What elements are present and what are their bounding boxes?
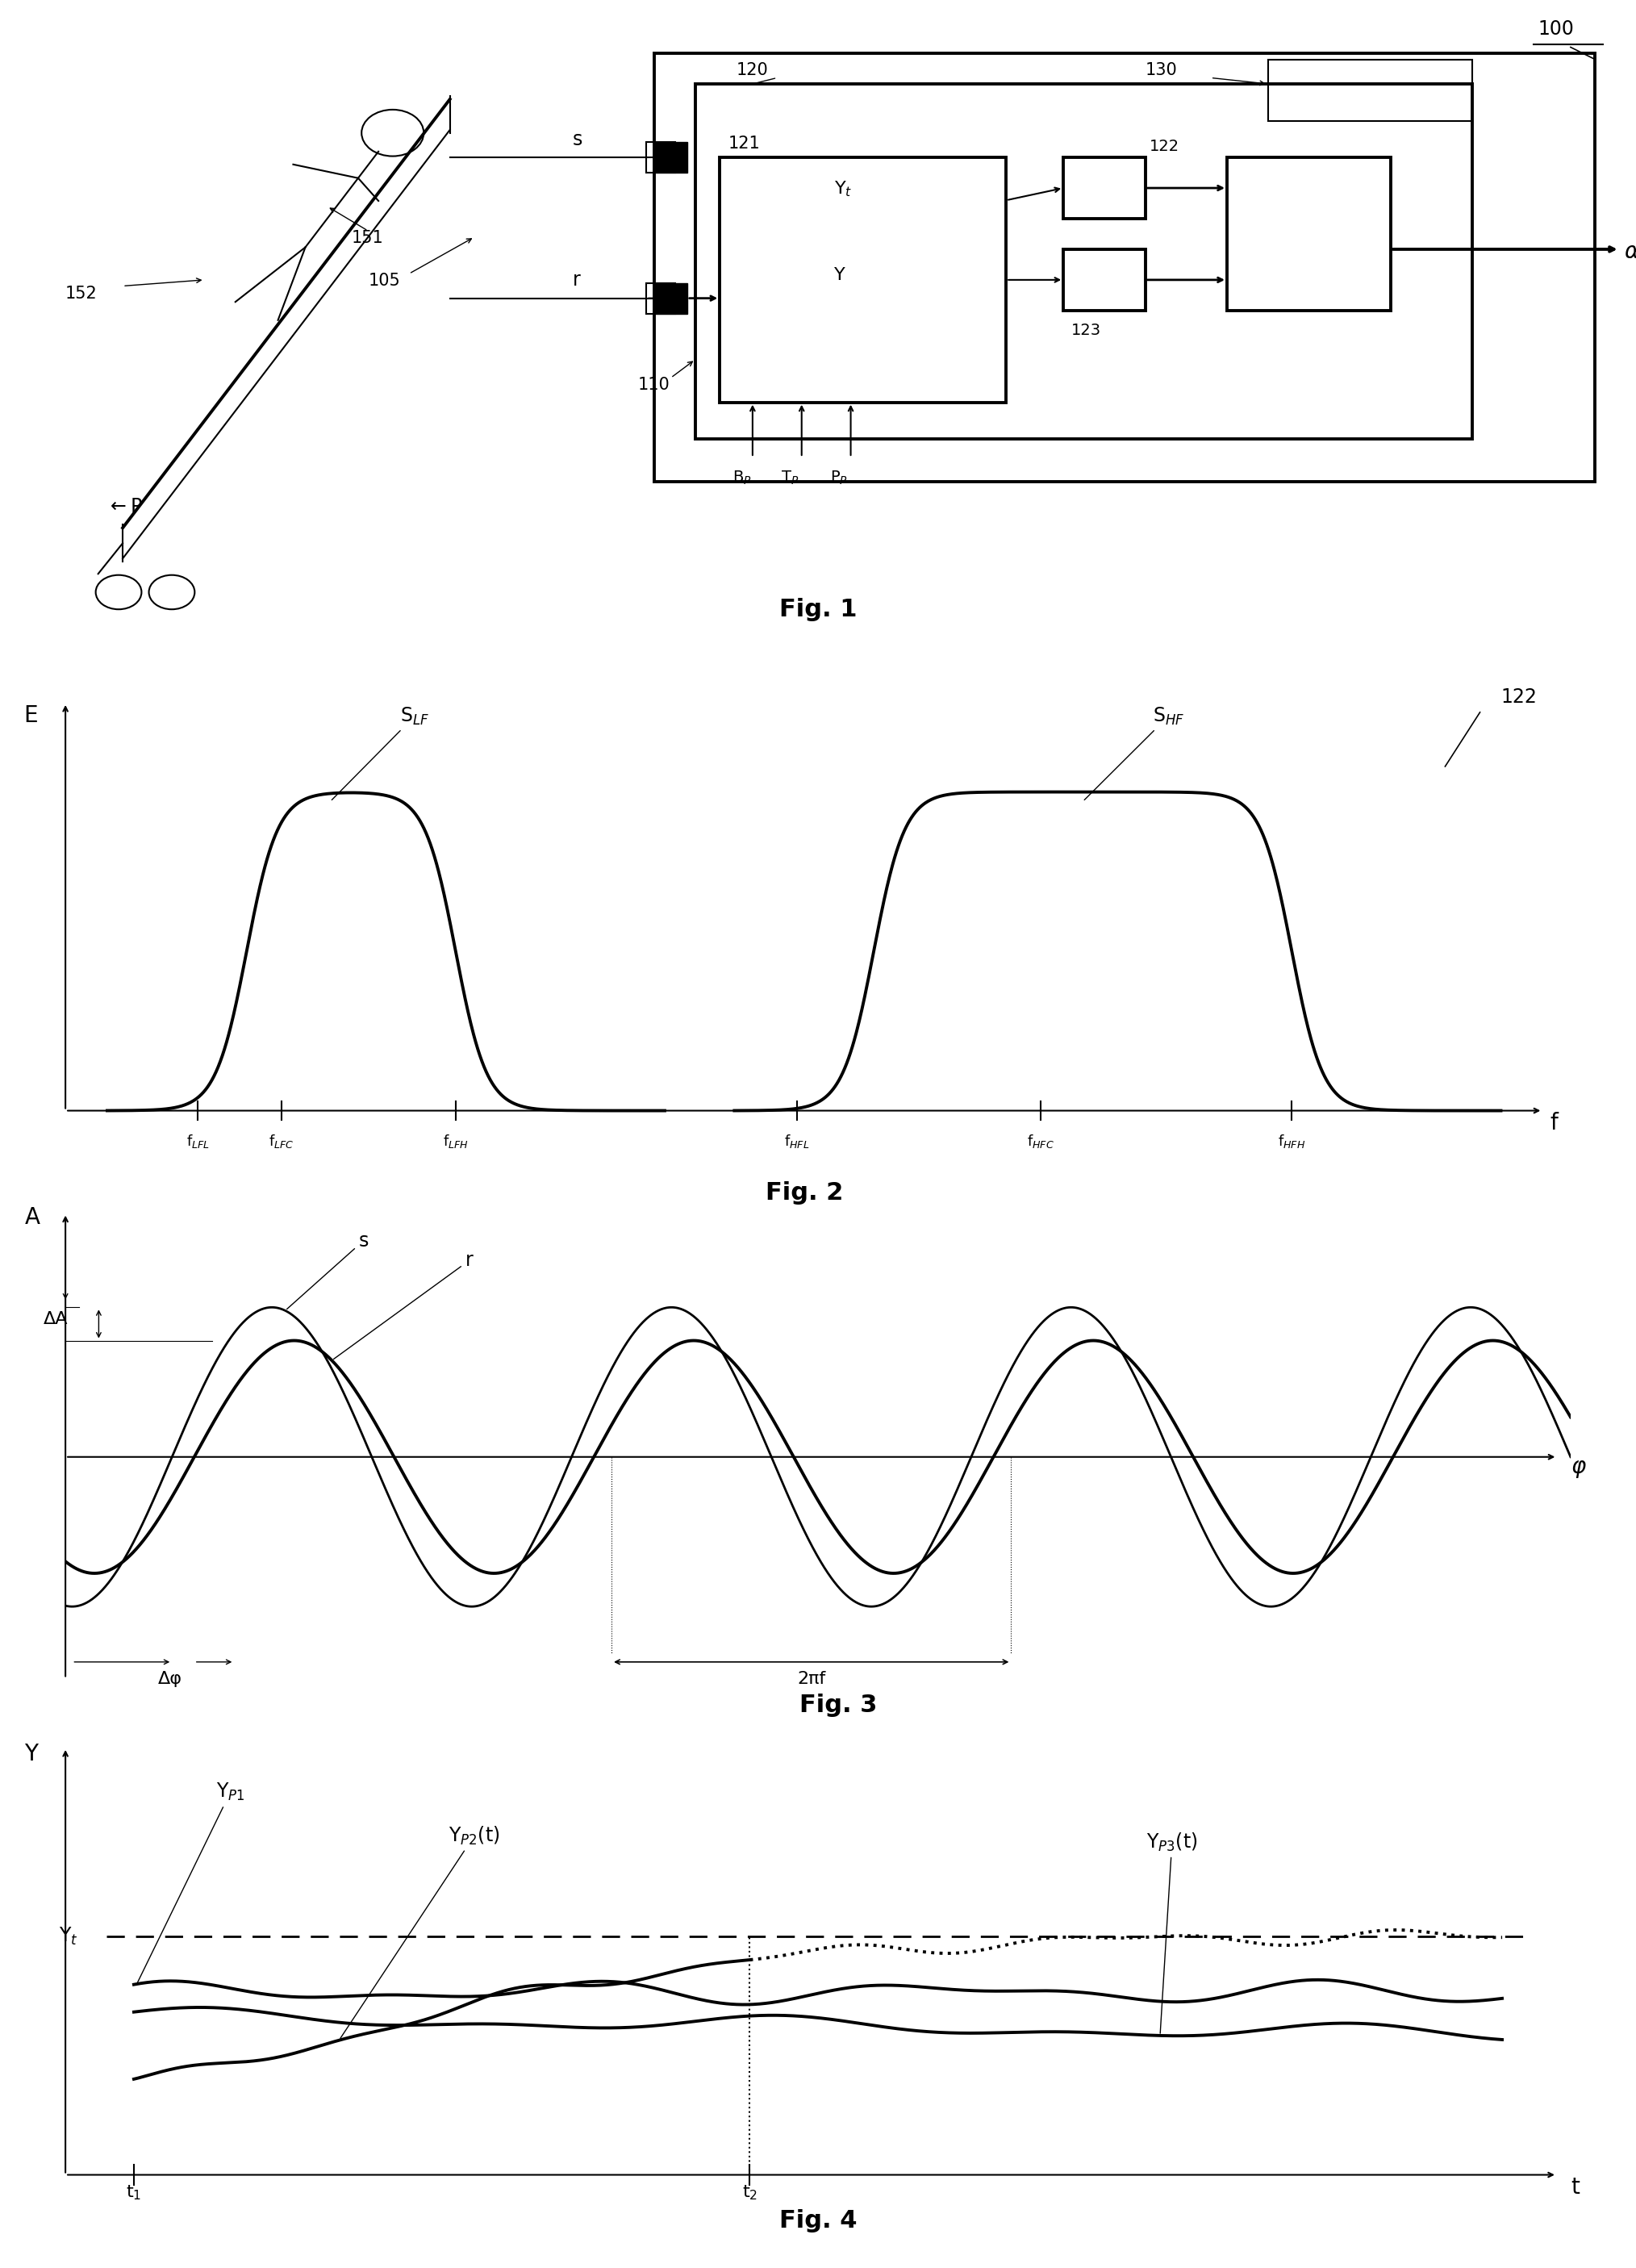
Text: f$_{HFL}$: f$_{HFL}$	[784, 1132, 810, 1150]
Text: 123: 123	[1072, 322, 1101, 338]
Bar	[1063, 249, 1145, 311]
Text: r: r	[573, 270, 581, 290]
Text: T$_P$: T$_P$	[782, 469, 798, 485]
Text: E: E	[23, 703, 38, 726]
Text: 122: 122	[1150, 138, 1180, 154]
Text: $\leftarrow$P: $\leftarrow$P	[106, 497, 142, 517]
Text: f$_{LFC}$: f$_{LFC}$	[268, 1132, 294, 1150]
Text: s: s	[286, 1232, 368, 1309]
Text: B$_P$: B$_P$	[733, 469, 751, 485]
Text: Y: Y	[25, 1742, 38, 1765]
Bar	[695, 84, 1472, 440]
Text: S$_{HF}$: S$_{HF}$	[1085, 705, 1184, 801]
Text: f: f	[1549, 1111, 1557, 1134]
Bar	[1268, 59, 1472, 120]
Text: 151: 151	[352, 231, 384, 247]
Bar	[654, 284, 687, 313]
Text: t: t	[1571, 2175, 1579, 2198]
Text: f$_{HFC}$: f$_{HFC}$	[1027, 1132, 1055, 1150]
Text: $\alpha$: $\alpha$	[1625, 240, 1636, 263]
Text: P$_P$: P$_P$	[831, 469, 847, 485]
Bar	[720, 156, 1006, 401]
Text: f$_{HFH}$: f$_{HFH}$	[1278, 1132, 1306, 1150]
Text: Fig. 2: Fig. 2	[766, 1182, 843, 1204]
Text: A: A	[25, 1207, 39, 1229]
Text: Y$_{P1}$: Y$_{P1}$	[137, 1783, 245, 1982]
Text: s: s	[573, 129, 582, 150]
Text: $\varphi$: $\varphi$	[1571, 1458, 1587, 1481]
Text: Y$_{P2}$(t): Y$_{P2}$(t)	[340, 1826, 501, 2039]
Text: 105: 105	[368, 272, 401, 290]
Text: Fig. 4: Fig. 4	[779, 2209, 857, 2232]
Text: 110: 110	[638, 376, 671, 392]
Text: Fig. 3: Fig. 3	[798, 1694, 877, 1717]
Text: 2πf: 2πf	[797, 1672, 826, 1687]
Bar	[654, 54, 1595, 483]
Bar	[654, 143, 687, 172]
Text: Fig. 1: Fig. 1	[779, 599, 857, 621]
Bar	[646, 143, 676, 172]
Text: t$_1$: t$_1$	[126, 2184, 142, 2202]
Bar	[1227, 156, 1391, 311]
Text: Y: Y	[834, 268, 846, 284]
Text: Y$_{P3}$(t): Y$_{P3}$(t)	[1147, 1830, 1198, 2034]
Text: S$_{LF}$: S$_{LF}$	[332, 705, 429, 801]
Text: Y$_t$: Y$_t$	[834, 179, 852, 200]
Text: Y$_t$: Y$_t$	[59, 1926, 79, 1946]
Text: 130: 130	[1145, 61, 1178, 77]
Text: 100: 100	[1538, 20, 1574, 39]
Text: ΔA: ΔA	[44, 1311, 69, 1327]
Text: 122: 122	[1500, 687, 1538, 708]
Bar	[646, 284, 676, 313]
Text: r: r	[334, 1252, 473, 1359]
Text: t$_2$: t$_2$	[741, 2184, 757, 2202]
Text: f$_{LFH}$: f$_{LFH}$	[443, 1132, 468, 1150]
Text: f$_{LFL}$: f$_{LFL}$	[187, 1132, 209, 1150]
Text: 120: 120	[736, 61, 769, 77]
Text: 121: 121	[728, 136, 761, 152]
Text: 152: 152	[65, 286, 98, 302]
Bar	[1063, 156, 1145, 218]
Text: Δφ: Δφ	[157, 1672, 182, 1687]
